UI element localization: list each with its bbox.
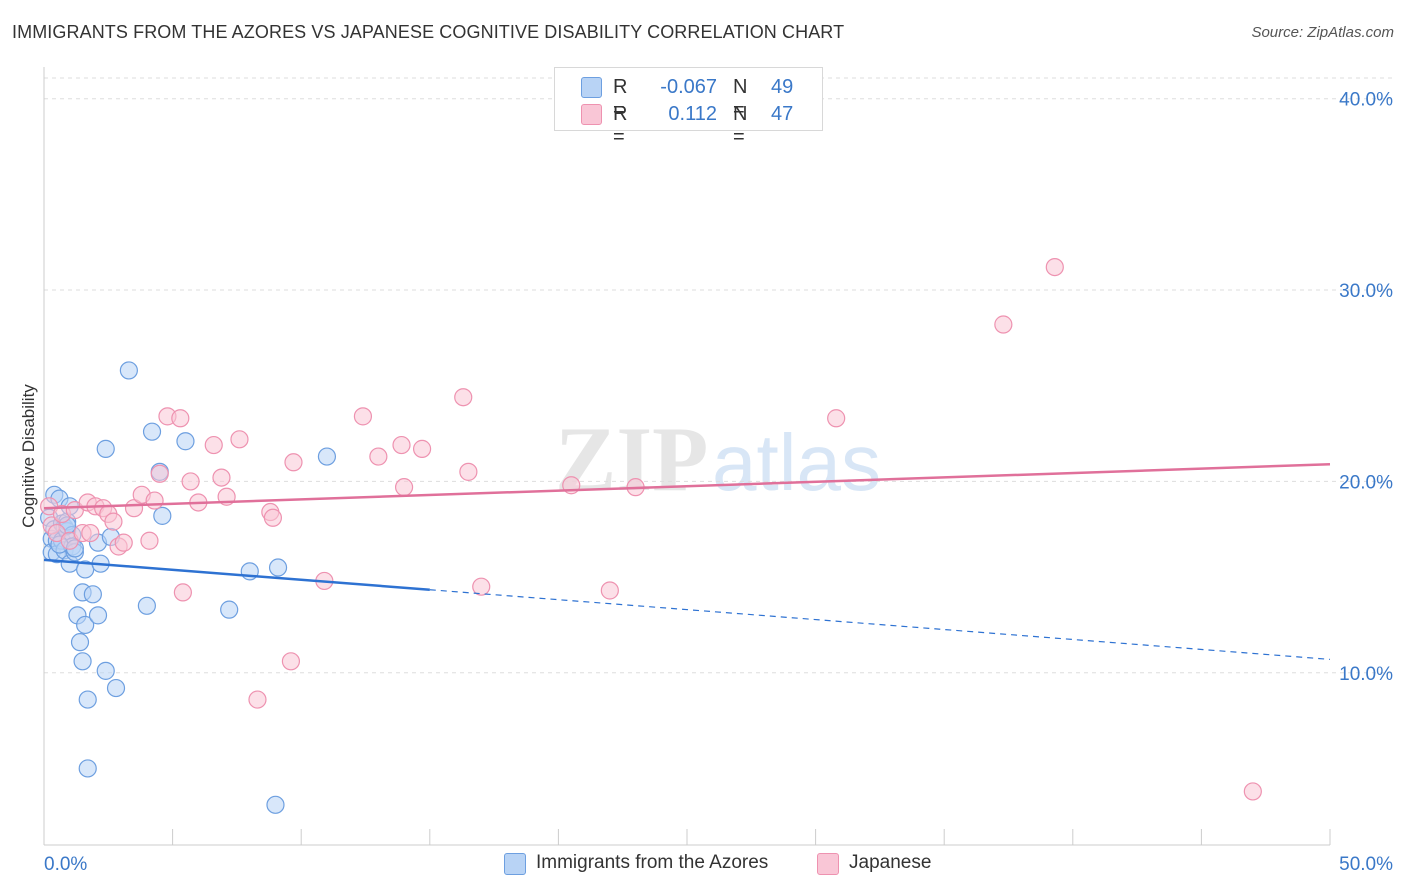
japanese-point [204,435,223,455]
japanese-point [140,531,159,550]
japanese-point [248,690,267,709]
azores-r-value: -0.067 [660,76,717,98]
japanese-point [1243,782,1262,801]
japanese-point [281,652,301,671]
x-tick-label: 50.0% [1339,854,1393,875]
y-tick-label: 10.0% [1339,664,1393,685]
chart-title: IMMIGRANTS FROM THE AZORES VS JAPANESE C… [12,22,845,42]
azores-legend-label: Immigrants from the Azores [536,852,769,873]
azores-point [73,652,92,671]
japanese-r-value: 0.112 [668,103,717,125]
japanese-point [454,388,473,407]
azores-point [106,678,126,698]
japanese-point [181,472,200,491]
azores-trendline [43,558,430,591]
azores-point [78,759,97,778]
r-label: R = [613,76,628,121]
source-label: Source: ZipAtlas.com [1251,24,1394,41]
japanese-point [994,315,1013,334]
japanese-point [392,435,411,455]
azores-point [220,600,239,619]
azores-legend-swatch [504,853,526,875]
azores-point [88,606,108,625]
azores-point [142,422,162,441]
r-label: R = [613,103,628,148]
japanese-point [412,439,432,458]
y-axis-label: Cognitive Disability [19,384,38,528]
japanese-point [104,512,123,531]
japanese-point [600,581,619,600]
azores-point [70,633,90,652]
japanese-trendline [43,462,1331,510]
japanese-point [827,409,846,428]
japanese-point [81,523,100,543]
azores-point [153,506,172,525]
azores-point [137,596,156,615]
japanese-point [459,462,478,481]
azores-point [266,795,285,814]
n-label: N = [733,76,748,121]
azores-point [96,439,115,458]
japanese-point [394,478,414,497]
japanese-point [284,453,303,472]
x-tick-label: 0.0% [44,854,87,875]
japanese-point [353,407,373,426]
y-tick-label: 40.0% [1339,90,1393,111]
japanese-swatch [581,104,602,125]
japanese-point [1045,257,1064,277]
japanese-point [369,447,388,466]
japanese-legend-label: Japanese [849,852,932,873]
japanese-point [173,583,192,602]
japanese-point [150,464,169,483]
azores-point [176,432,195,451]
y-tick-label: 20.0% [1339,472,1393,493]
azores-trendline-extension [429,589,1331,660]
japanese-n-value: 47 [771,103,794,125]
japanese-legend-swatch [817,853,839,875]
japanese-point [212,468,231,487]
azores-point [119,361,138,380]
azores-point [83,585,102,604]
japanese-point [263,508,283,527]
stats-legend: R = -0.067 N = 49 R = 0.112 N = 47 [554,67,823,148]
azores-point [268,558,288,577]
watermark-atlas: atlas [712,418,881,507]
japanese-point [472,577,491,596]
japanese-point [230,430,249,449]
japanese-point [114,533,133,552]
japanese-point [171,409,190,428]
azores-point [76,615,95,635]
y-tick-label: 30.0% [1339,281,1393,302]
n-label: N = [733,103,748,148]
azores-point [317,447,337,466]
azores-point [78,690,97,709]
azores-n-value: 49 [771,76,794,98]
japanese-point [145,491,164,510]
azores-point [96,661,115,680]
azores-swatch [581,77,602,98]
